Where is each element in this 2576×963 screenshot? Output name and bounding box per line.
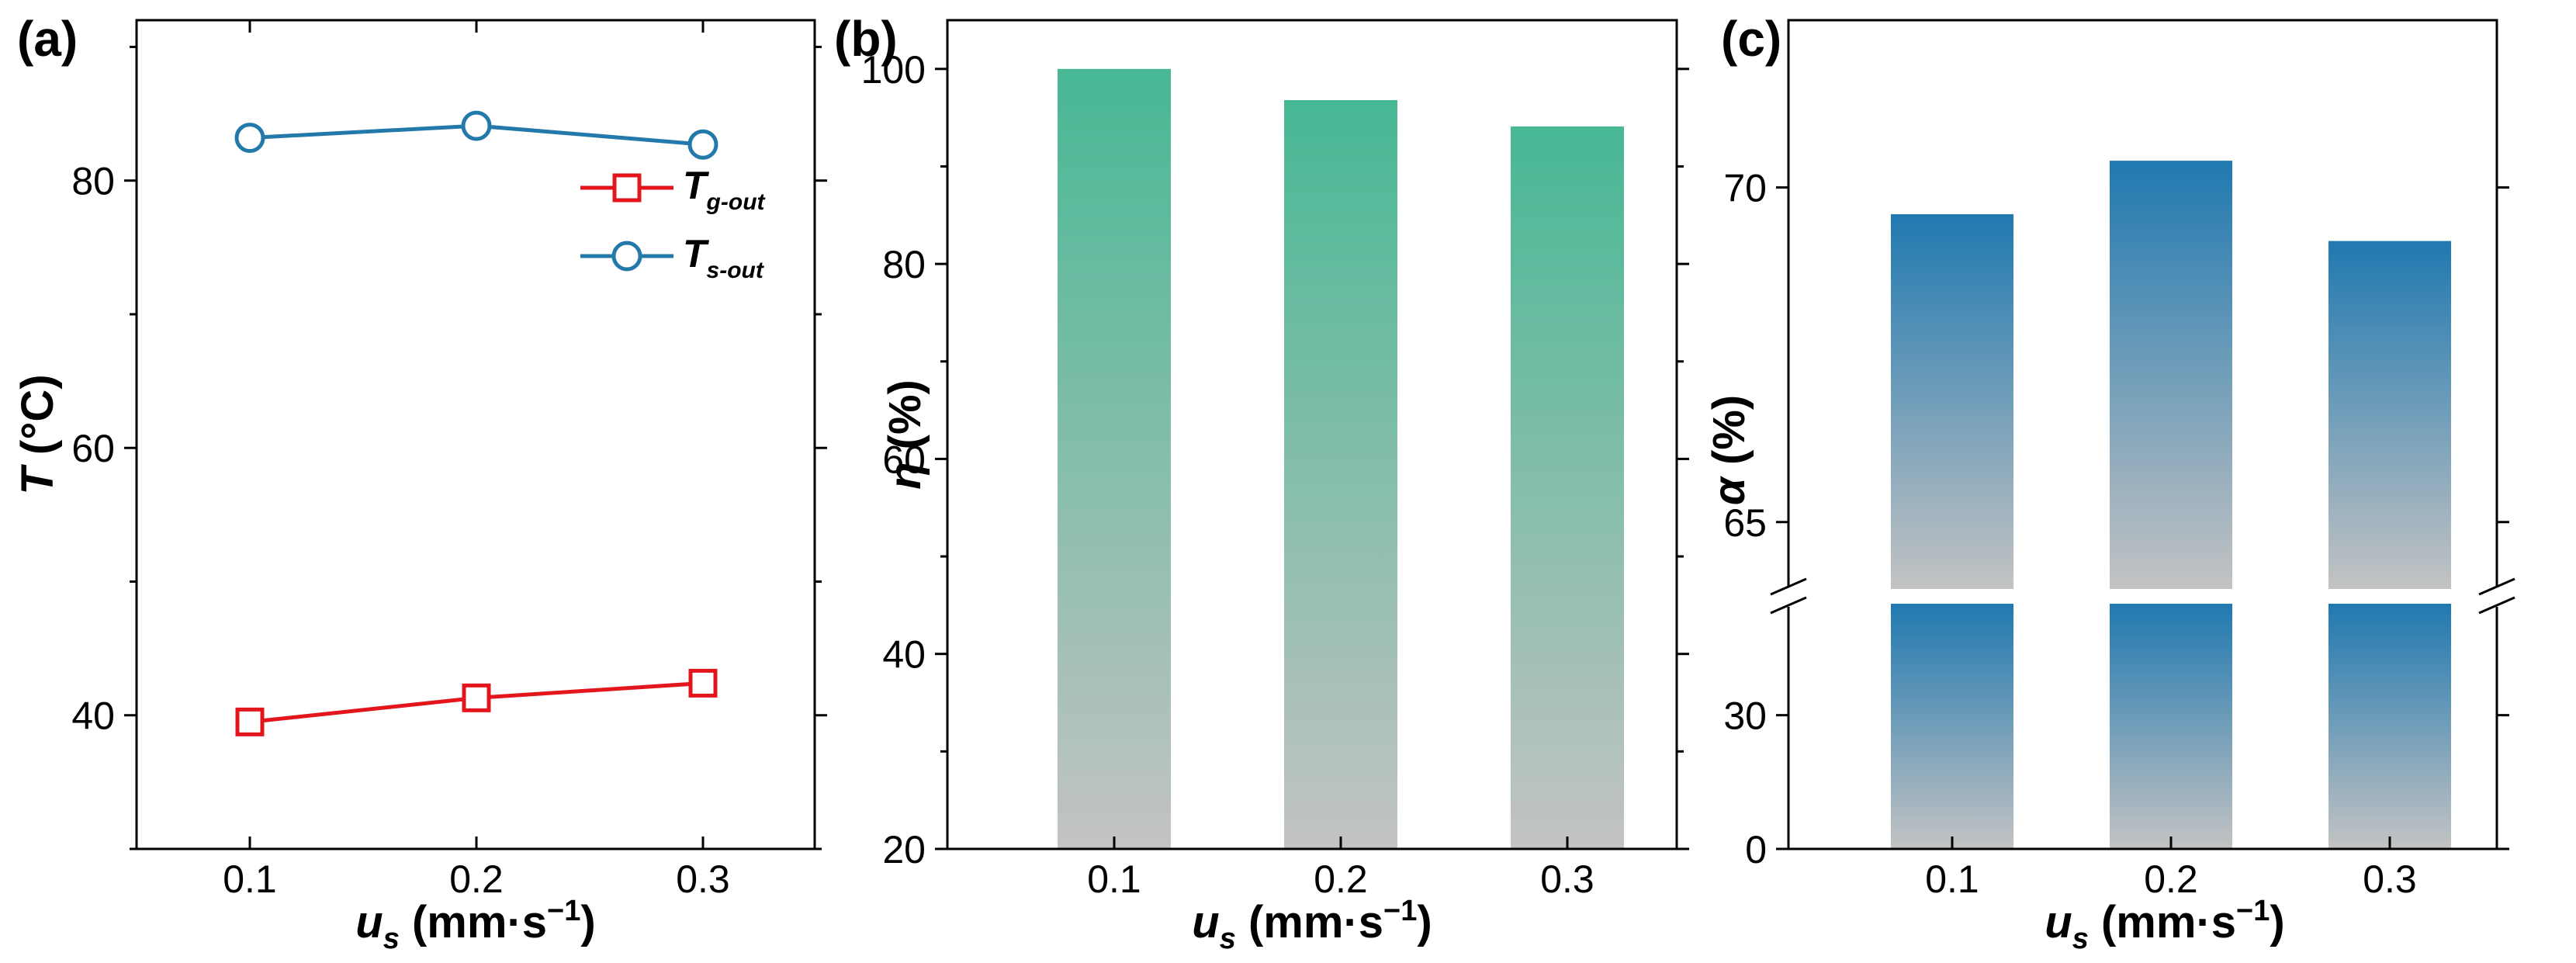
panel-a-label: (a) [17, 11, 78, 67]
axis-break-left [1770, 577, 1807, 615]
x-tick-label: 0.3 [2363, 857, 2417, 901]
y-tick-label: 100 [861, 48, 926, 92]
panel-b: (b) 0.1 0.2 0.3 20 40 60 80 100 η (%) us (mm·s… [834, 11, 1689, 955]
y-tick-label: 0 [1745, 828, 1767, 871]
panel-a-x-label: us (mm·s−1) [355, 895, 595, 955]
bar-lower-segment [2328, 604, 2451, 849]
panel-c: (c) 0.1 0.2 0.3 0 30 65 70 α (%) us (mm·s−1) [1704, 11, 2515, 955]
bar [1284, 100, 1397, 850]
panel-a-y-ticks: 40 60 80 [71, 45, 827, 850]
y-tick-label: 60 [71, 427, 115, 470]
x-tick-label: 0.3 [1540, 857, 1594, 901]
panel-a-series [234, 110, 718, 736]
legend-tg-marker [612, 173, 642, 203]
legend-ts-label: Ts-out [683, 232, 765, 283]
y-tick-label: 40 [882, 633, 926, 677]
series-ts-point [461, 110, 492, 141]
panel-c-y-label: α (%) [1704, 395, 1754, 505]
y-tick-label: 70 [1723, 167, 1767, 210]
y-tick-label: 80 [71, 160, 115, 203]
panel-b-frame [946, 19, 1678, 850]
y-tick-label: 80 [882, 243, 926, 286]
panel-c-bars [1891, 161, 2451, 849]
x-tick-label: 0.1 [223, 857, 277, 901]
x-tick-label: 0.2 [2144, 857, 2198, 901]
legend-ts-marker [611, 241, 642, 272]
bar [1891, 214, 2013, 589]
x-tick-label: 0.1 [1087, 857, 1141, 901]
panel-a-x-ticks: 0.1 0.2 0.3 [223, 20, 730, 901]
panel-b-y-label: η (%) [880, 379, 930, 490]
series-ts-point [687, 129, 718, 160]
panel-b-x-ticks: 0.1 0.2 0.3 [1087, 837, 1594, 901]
panel-a-y-label: T (°C) [12, 374, 63, 494]
panel-c-label: (c) [1721, 11, 1781, 67]
x-tick-label: 0.3 [676, 857, 730, 901]
x-tick-label: 0.2 [449, 857, 504, 901]
panel-a: (a) 0.1 0.2 0.3 40 60 80 Tg-out Ts-out T (°C… [12, 11, 827, 955]
bar-lower-segment [2110, 604, 2232, 849]
series-tg-point [462, 683, 491, 712]
panel-a-legend: Tg-out Ts-out [580, 164, 767, 283]
axis-break-gap [1785, 589, 2502, 604]
panel-c-x-ticks: 0.1 0.2 0.3 [1925, 837, 2417, 901]
series-tg-point [235, 707, 265, 736]
axis-break-right [2478, 577, 2515, 615]
panel-c-frame [1787, 19, 2498, 850]
panel-c-y-ticks: 0 30 65 70 [1723, 167, 2509, 871]
bar [2328, 241, 2451, 589]
x-tick-label: 0.1 [1925, 857, 1979, 901]
panel-b-bars [1058, 68, 1624, 850]
panel-b-label: (b) [834, 11, 898, 67]
bar [1511, 126, 1624, 849]
bar [2110, 161, 2232, 589]
y-tick-label: 65 [1723, 501, 1767, 545]
panel-c-x-label: us (mm·s−1) [2045, 895, 2284, 955]
series-tg-point [688, 668, 718, 698]
y-tick-label: 60 [882, 438, 926, 481]
y-tick-label: 40 [71, 695, 115, 738]
legend-tg-label: Tg-out [683, 164, 767, 215]
series-ts-point [234, 123, 265, 154]
panel-b-x-label: us (mm·s−1) [1192, 895, 1432, 955]
y-tick-label: 30 [1723, 695, 1767, 738]
x-tick-label: 0.2 [1314, 857, 1368, 901]
panel-b-y-ticks: 20 40 60 80 100 [861, 48, 1689, 871]
y-tick-label: 20 [882, 828, 926, 871]
bar-lower-segment [1891, 604, 2013, 849]
bar [1058, 68, 1171, 849]
